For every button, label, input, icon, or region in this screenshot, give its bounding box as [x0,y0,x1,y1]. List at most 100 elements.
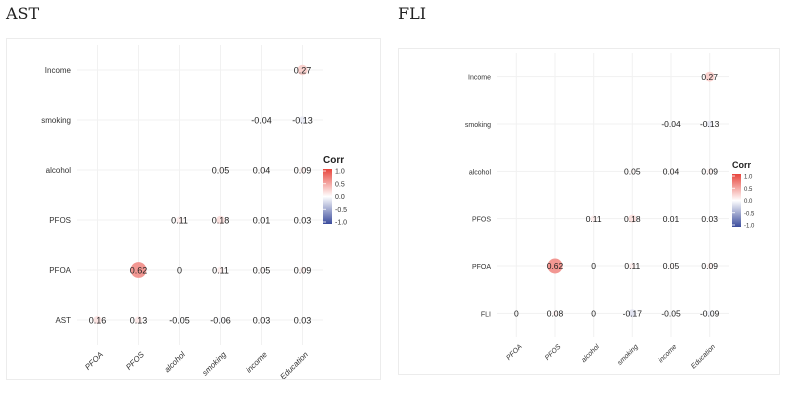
corr-value-label: 0.11 [586,214,602,224]
corr-circle [706,168,713,175]
corr-circle [130,262,147,278]
cell-smoking-education: -0.13 [292,116,313,126]
corr-circle [628,309,637,318]
corr-circle [176,216,183,224]
legend-tick-label: -0.5 [335,207,347,214]
cell-fli-alcohol: 0 [591,308,596,318]
corr-circle [706,263,713,269]
legend-tick-label: 0.5 [335,181,345,188]
y-tick-label-pfos: PFOS [49,216,71,225]
cell-fli-income: -0.05 [661,308,681,318]
corr-value-label: 0 [514,308,519,318]
corr-value-label: 0.04 [663,166,680,176]
corr-circle [259,267,264,273]
x-tick-label-pfoa: PFOA [505,343,524,362]
fli-grid [497,53,729,337]
corr-value-label: 0 [177,266,182,276]
cell-pfoa-pfos: 0.62 [547,258,564,274]
cell-ast-alcohol: -0.05 [169,316,190,326]
corr-circle [298,116,307,124]
corr-value-label: 0.01 [663,214,680,224]
cell-pfoa-education: 0.09 [294,266,312,276]
corr-value-label: 0.09 [294,266,312,276]
cell-pfos-alcohol: 0.11 [586,214,602,224]
cell-pfoa-alcohol: 0 [591,261,596,271]
cell-ast-education: 0.03 [294,316,312,326]
corr-heatmap-fli-panel: Income smoking alcohol PFOS PFOA FLI PFOA PFOS a… [398,48,780,375]
y-tick-label-alcohol: alcohol [469,169,492,176]
corr-value-label: 0.09 [701,166,718,176]
legend-tick-label: 1.0 [335,169,345,176]
corr-value-label: 0.27 [294,66,312,76]
y-tick-label-pfos: PFOS [472,217,491,224]
corr-value-label: 0.13 [130,316,148,326]
y-tick-label-fli: FLI [481,311,491,318]
cell-fli-pfos: 0.08 [547,308,564,318]
corr-value-label: 0.03 [253,316,271,326]
cell-pfos-smoking: 0.18 [624,214,641,224]
cell-smoking-education: -0.13 [700,119,720,129]
cell-fli-pfoa: 0 [514,308,519,318]
corr-circle [547,258,563,274]
y-tick-label-income: Income [45,66,72,75]
corr-value-label: 0.11 [171,216,188,226]
cell-pfoa-smoking: 0.11 [212,266,229,276]
legend-tick-label: -1.0 [335,220,347,227]
corr-value-label: -0.09 [700,308,720,318]
x-tick-label-pfoa: PFOA [83,350,105,372]
corr-value-label: 0.03 [294,216,312,226]
corr-heatmap-fli: Income smoking alcohol PFOS PFOA FLI PFOA PFOS a… [465,53,755,370]
corr-value-label: 0.18 [212,216,230,226]
legend-colorbar [323,169,332,224]
corr-circle [299,267,306,273]
ast-grid [77,45,323,345]
corr-value-label: -0.17 [623,308,643,318]
corr-value-label: 0.62 [547,261,564,271]
corr-circle [706,310,713,317]
cell-alcohol-education: 0.09 [701,166,718,176]
cell-ast-pfos: 0.13 [130,316,148,326]
corr-circle [259,168,264,172]
corr-circle [259,118,264,122]
corr-value-label: 0.62 [130,266,148,276]
corr-value-label: 0.09 [294,166,312,176]
corr-value-label: -0.13 [700,119,720,129]
corr-circle [706,120,714,128]
ast-legend: Corr 1.0 0.5 0.0 -0.5 -1.0 [323,155,347,227]
cell-ast-smoking: -0.06 [210,316,231,326]
corr-circle [628,214,637,223]
corr-value-label: 0.04 [253,166,271,176]
cell-alcohol-education: 0.09 [294,166,312,176]
corr-value-label: 0 [591,308,596,318]
cell-pfos-income: 0.01 [253,216,271,226]
cell-pfos-alcohol: 0.11 [171,216,188,226]
corr-value-label: 0.05 [253,266,271,276]
cell-pfoa-income: 0.05 [253,266,271,276]
corr-circle [177,317,182,323]
corr-circle [552,310,558,317]
corr-circle [630,169,635,174]
corr-circle [668,263,674,269]
cell-alcohol-income: 0.04 [253,166,271,176]
corr-circle [134,316,143,324]
cell-pfos-education: 0.03 [294,216,312,226]
corr-circle [93,316,102,324]
cell-alcohol-income: 0.04 [663,166,680,176]
x-tick-label-pfos: PFOS [124,350,146,372]
cell-income-education: 0.27 [294,64,312,76]
x-tick-label-alcohol: alcohol [163,350,187,374]
corr-value-label: -0.13 [292,116,313,126]
legend-tick-label: 0.5 [744,187,753,193]
corr-circle [259,318,264,322]
x-tick-label-pfos: PFOS [544,343,563,362]
y-tick-label-smoking: smoking [465,122,491,129]
corr-value-label: 0.05 [624,166,641,176]
cell-smoking-income: -0.04 [251,116,272,126]
corr-circle [216,215,225,225]
legend-title: Corr [732,160,751,170]
legend-colorbar [732,174,741,227]
corr-circle [297,64,308,76]
corr-value-label: 0.01 [253,216,271,226]
figure-title-ast: AST [6,4,40,23]
corr-value-label: 0.27 [701,72,718,82]
